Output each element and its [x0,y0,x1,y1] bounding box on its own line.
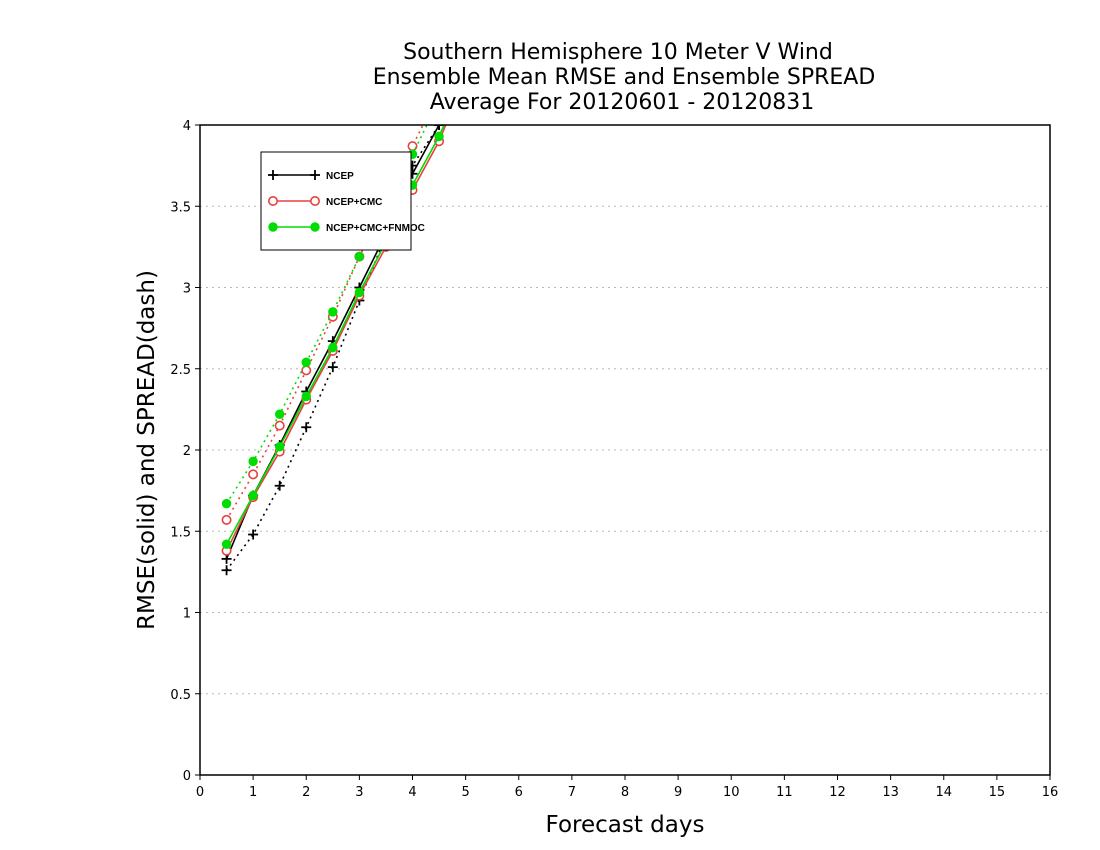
chart-title-line-3: Average For 20120601 - 20120831 [430,90,815,115]
legend-label: NCEP+CMC [326,197,382,208]
series-ncep-cmc-fnmoc [221,125,445,549]
x-tick-label: 13 [882,785,899,800]
x-tick-label: 14 [935,785,952,800]
gridlines [200,205,1050,695]
plot-frame [199,124,1051,776]
x-tick-label: 9 [674,785,682,800]
y-tick-label: 0 [183,769,191,784]
x-tick-label: 15 [989,785,1006,800]
spread-point-ncep-cmc-fnmoc [248,456,258,467]
x-tick-label: 16 [1042,785,1059,800]
rmse-point-ncep-cmc-fnmoc [328,342,338,353]
y-tick-label: 3 [183,282,191,297]
legend-marker [309,196,320,207]
x-tick-label: 2 [302,785,310,800]
spread-point-ncep [221,565,232,576]
chart-title-line-2: Ensemble Mean RMSE and Ensemble SPREAD [373,65,876,90]
y-tick-label: 1 [183,607,191,622]
spread-point-ncep-cmc-fnmoc [301,357,311,367]
spread-point-ncep-cmc-fnmoc [354,251,365,262]
spread-point-ncep [301,422,312,433]
spread-point-ncep [274,480,285,491]
spread-point-ncep [327,362,338,373]
x-tick-label: 12 [829,785,846,800]
y-tick-label: 4 [183,119,191,134]
rmse-point-ncep-cmc-fnmoc [274,442,285,452]
spread-point-ncep-cmc [407,141,418,152]
legend-item-ncep-cmc-fnmoc: NCEP+CMC+FNMOC [268,222,425,234]
rmse-point-ncep-cmc-fnmoc [248,490,258,501]
y-tick-label: 2.5 [170,363,191,378]
chart-title-line-1: Southern Hemisphere 10 Meter V Wind [403,40,833,65]
x-tick-label: 11 [776,785,793,800]
x-tick-label: 3 [355,785,363,800]
axis-ticks: 00.511.522.533.540 1 2 3 4 5 6 7 8 9 10 11 12 13 14 15 1… [170,119,1058,800]
y-axis-label: RMSE(solid) and SPREAD(dash) [134,270,160,630]
rmse-point-ncep-cmc-fnmoc [434,131,444,142]
legend-marker [310,170,320,180]
x-tick-label: 7 [568,785,576,800]
legend-item-ncep-cmc: NCEP+CMC [267,196,382,208]
y-tick-label: 3.5 [170,200,191,215]
rmse-point-ncep-cmc-fnmoc [354,287,365,298]
spread-line-ncep [225,125,440,571]
y-tick-label: 1.5 [170,525,191,540]
spread-point-ncep-cmc-fnmoc [328,307,338,317]
x-tick-label: 0 [196,785,204,800]
spread-point-ncep-cmc-fnmoc [274,409,285,419]
y-tick-label: 0.5 [170,688,191,703]
x-tick-label: 10 [723,785,740,800]
spread-point-ncep-cmc-fnmoc [221,498,232,509]
spread-line-ncep-cmc [225,125,424,521]
rmse-line-ncep [225,125,440,560]
rmse-line-ncep-cmc-fnmoc [225,125,445,545]
spread-point-ncep [248,529,259,540]
rmse-point-ncep [434,125,445,130]
spread-point-ncep-cmc [221,514,232,525]
x-tick-label: 6 [515,785,523,800]
legend-marker [268,222,278,232]
x-tick-label: 1 [249,785,257,800]
x-axis-label: Forecast days [546,812,705,838]
series-layer [221,125,447,576]
series-ncep-cmc [221,125,447,556]
legend: NCEP NCEP+CMC NCEP+CMC+FNMOC [260,151,425,251]
rmse-line-ncep-cmc [225,125,447,552]
legend-label: NCEP [326,171,354,182]
spread-point-ncep-cmc [248,469,259,480]
rmse-point-ncep-cmc-fnmoc [221,539,232,549]
x-tick-label: 4 [408,785,416,800]
legend-label: NCEP+CMC+FNMOC [326,223,425,234]
x-tick-label: 5 [461,785,469,800]
x-tick-label: 8 [621,785,629,800]
legend-marker [267,196,278,207]
spread-point-ncep-cmc [274,420,285,431]
y-tick-label: 2 [183,444,191,459]
legend-marker [310,222,320,232]
legend-marker [268,170,278,180]
legend-item-ncep: NCEP [268,170,354,182]
rmse-point-ncep-cmc-fnmoc [301,391,311,402]
